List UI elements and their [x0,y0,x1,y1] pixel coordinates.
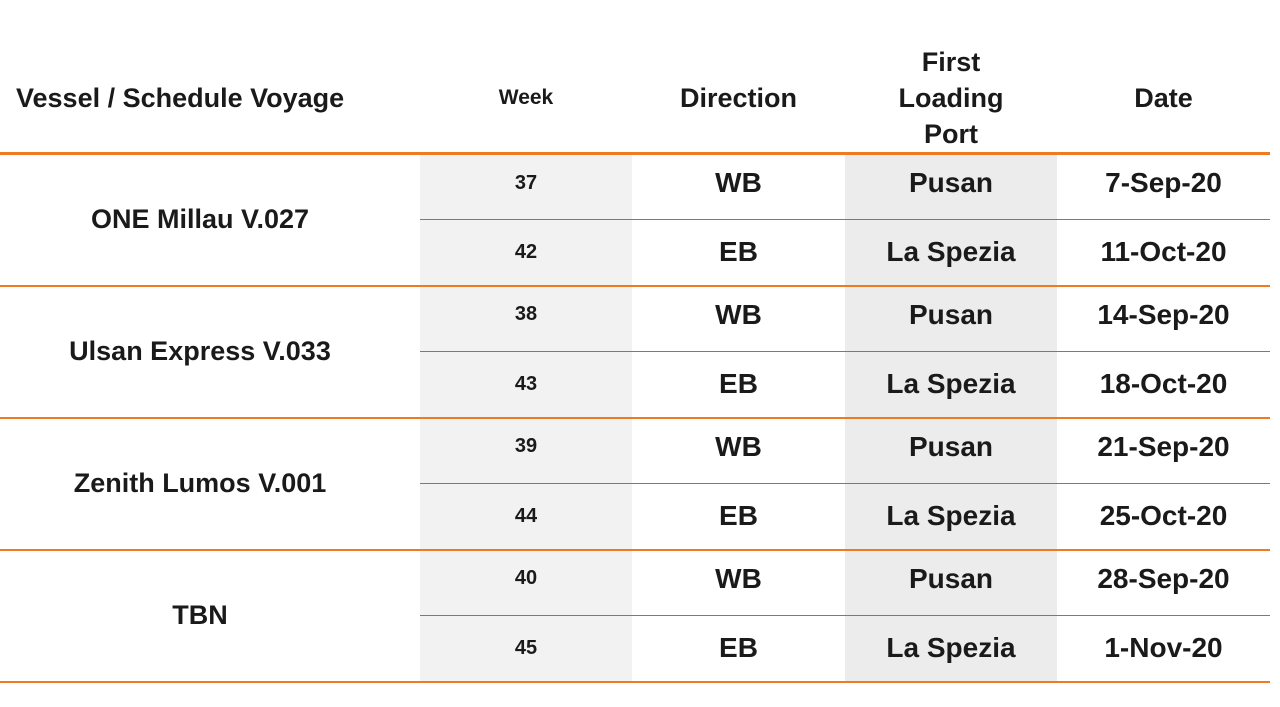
direction-cell: WB [632,153,845,220]
port-cell: La Spezia [845,483,1057,551]
date-cell: 25-Oct-20 [1057,483,1270,551]
date-cell: 11-Oct-20 [1057,219,1270,287]
header-direction: Direction [632,0,845,155]
header-week: Week [420,0,632,155]
week-cell: 40 [420,549,632,616]
week-cell: 39 [420,417,632,484]
header-row: Vessel / Schedule Voyage Week Direction … [0,0,1270,155]
week-cell: 44 [420,483,632,551]
port-cell: La Spezia [845,351,1057,419]
table-row: 43 EB La Spezia 18-Oct-20 [0,351,1270,419]
week-cell: 38 [420,285,632,352]
date-cell: 18-Oct-20 [1057,351,1270,419]
header-port-line-1: First [921,47,981,77]
date-cell: 28-Sep-20 [1057,549,1270,616]
week-cell: 42 [420,219,632,287]
header-port-line-2: Loading [898,83,1004,113]
direction-cell: EB [632,483,845,551]
table-row: ONE Millau V.027 37 WB Pusan 7-Sep-20 [0,153,1270,287]
vessel-name: ONE Millau V.027 [0,153,420,287]
date-cell: 14-Sep-20 [1057,285,1270,352]
direction-cell: WB [632,285,845,352]
date-cell: 1-Nov-20 [1057,615,1270,683]
table-row: Ulsan Express V.033 38 WB Pusan 14-Sep-2… [0,285,1270,419]
week-cell: 43 [420,351,632,419]
schedule-table: Vessel / Schedule Voyage Week Direction … [0,0,1270,683]
header-date: Date [1057,0,1270,155]
table-row: TBN 40 WB Pusan 28-Sep-20 [0,549,1270,683]
date-cell: 7-Sep-20 [1057,153,1270,220]
week-cell: 45 [420,615,632,683]
table-header: Vessel / Schedule Voyage Week Direction … [0,0,1270,155]
vessel-name: Ulsan Express V.033 [0,285,420,419]
port-cell: Pusan [845,417,1057,484]
port-cell: Pusan [845,285,1057,352]
port-cell: La Spezia [845,615,1057,683]
table-body: ONE Millau V.027 37 WB Pusan 7-Sep-20 42… [0,153,1270,683]
port-cell: La Spezia [845,219,1057,287]
date-cell: 21-Sep-20 [1057,417,1270,484]
direction-cell: EB [632,351,845,419]
table-row: 45 EB La Spezia 1-Nov-20 [0,615,1270,683]
direction-cell: WB [632,549,845,616]
direction-cell: EB [632,615,845,683]
table-row: 42 EB La Spezia 11-Oct-20 [0,219,1270,287]
direction-cell: EB [632,219,845,287]
direction-cell: WB [632,417,845,484]
port-cell: Pusan [845,153,1057,220]
vessel-name: TBN [0,549,420,683]
header-first-loading-port: First Loading Port [845,0,1057,155]
table-row: 44 EB La Spezia 25-Oct-20 [0,483,1270,551]
table-row: Zenith Lumos V.001 39 WB Pusan 21-Sep-20 [0,417,1270,551]
week-cell: 37 [420,153,632,220]
header-port-line-3: Port [924,119,978,149]
vessel-name: Zenith Lumos V.001 [0,417,420,551]
port-cell: Pusan [845,549,1057,616]
header-vessel: Vessel / Schedule Voyage [0,0,420,155]
